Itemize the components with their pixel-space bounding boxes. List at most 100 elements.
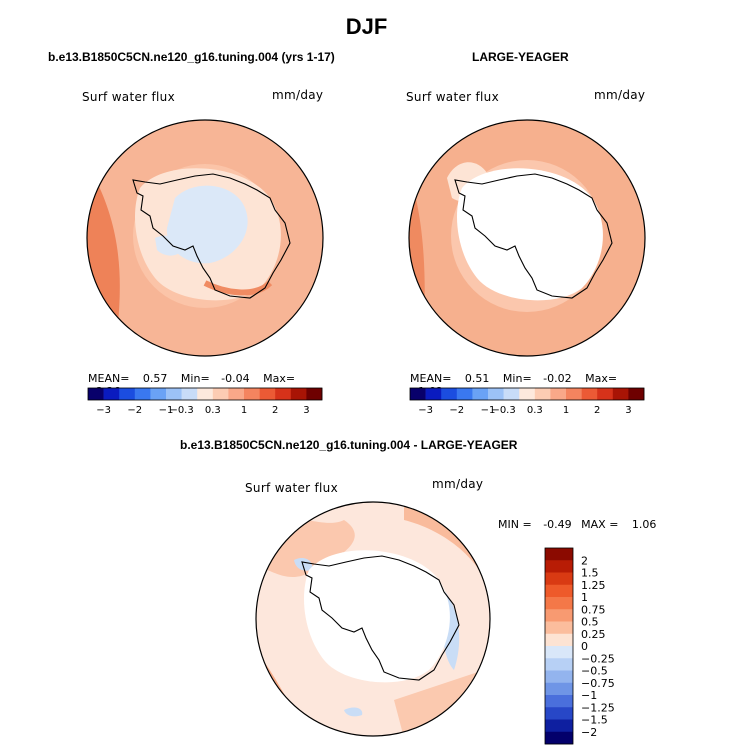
diff-variable-label: Surf water flux <box>245 481 338 495</box>
colorbar-swatch <box>166 388 182 400</box>
colorbar-swatch <box>150 388 167 400</box>
colorbar-tick-label: −2 <box>127 405 142 416</box>
colorbar-swatch <box>410 388 426 400</box>
colorbar-tick-label: −3 <box>96 405 111 416</box>
colorbar-swatch <box>472 388 489 400</box>
map-border <box>255 501 491 737</box>
colorbar-tick-label: 3 <box>303 405 309 416</box>
colorbar-swatch <box>545 670 573 684</box>
colorbar-swatch <box>545 633 573 647</box>
colorbar-tick-label: 1 <box>563 405 569 416</box>
diff-stats: MIN = -0.49 MAX = 1.06 <box>498 518 656 531</box>
colorbar-swatch <box>566 388 582 400</box>
antarctica-coastline <box>132 173 291 299</box>
map-border <box>408 119 646 357</box>
colorbar-swatch <box>545 560 573 573</box>
colorbar-tick-label: 0.25 <box>581 628 606 641</box>
colorbar-tick-label: −2 <box>449 405 464 416</box>
min-label: MIN = <box>498 518 532 531</box>
panel-1-colorbar: −3 −2 −1−0.3 0.3 1 2 3 <box>87 387 323 416</box>
colorbar-tick-label: −2 <box>581 726 597 739</box>
colorbar-tick-label: −0.3 <box>169 405 193 416</box>
panel-2-map <box>408 119 646 357</box>
colorbar-swatch <box>290 388 307 400</box>
mean-value: 0.57 <box>142 372 168 385</box>
colorbar-swatch <box>545 609 573 622</box>
colorbar-swatch <box>456 388 473 400</box>
panel-2-units-label: mm/day <box>594 88 646 102</box>
colorbar-swatch <box>306 388 323 400</box>
colorbar-swatch <box>545 584 573 598</box>
colorbar-swatch <box>88 388 104 400</box>
panel-1-map <box>86 119 324 357</box>
min-label: Min= <box>180 372 210 385</box>
land-mask <box>457 168 603 301</box>
colorbar-swatch <box>259 388 276 400</box>
max-label: Max= <box>263 372 296 385</box>
min-value: -0.04 <box>221 372 250 385</box>
map-border <box>86 119 324 357</box>
max-label: Max= <box>585 372 618 385</box>
max-label: MAX = <box>581 518 619 531</box>
panel-2-colorbar: −3 −2 −1−0.3 0.3 1 2 3 <box>409 387 645 416</box>
panel-1-units-label: mm/day <box>272 88 324 102</box>
colorbar-tick-label: −3 <box>418 405 433 416</box>
colorbar-swatch <box>545 597 573 610</box>
colorbar-tick-label: 1 <box>241 405 247 416</box>
colorbar-tick-label: 2 <box>594 405 600 416</box>
colorbar-swatch <box>545 548 573 561</box>
colorbar-tick-label: 1.5 <box>581 567 599 580</box>
colorbar-swatch <box>212 388 229 400</box>
colorbar-swatch <box>503 388 520 400</box>
colorbar-swatch <box>545 621 573 635</box>
negative-flux-patch <box>166 185 248 264</box>
antarctica-coastline <box>454 173 613 299</box>
colorbar-tick-label: −1.25 <box>581 701 615 714</box>
colorbar-swatch <box>197 388 214 400</box>
colorbar-tick-label: 2 <box>272 405 278 416</box>
panel-1-variable-label: Surf water flux <box>82 90 175 104</box>
min-value: -0.02 <box>543 372 572 385</box>
panel-2-case-title: LARGE-YEAGER <box>472 50 569 64</box>
colorbar-swatch <box>534 388 551 400</box>
colorbar-swatch <box>441 388 458 400</box>
colorbar-tick-label: 0.3 <box>205 405 221 416</box>
colorbar-swatch <box>545 658 573 671</box>
colorbar-swatch <box>545 695 573 708</box>
colorbar-swatch <box>612 388 629 400</box>
colorbar-swatch <box>550 388 567 400</box>
colorbar-swatch <box>275 388 292 400</box>
diff-map <box>255 501 491 737</box>
colorbar-swatch <box>545 707 573 720</box>
colorbar-tick-label: 2 <box>581 554 588 567</box>
antarctica-coastline <box>301 555 460 681</box>
panel-1-case-title: b.e13.B1850C5CN.ne120_g16.tuning.004 (yr… <box>48 50 335 64</box>
page-title: DJF <box>345 14 388 39</box>
diff-units-label: mm/day <box>432 477 484 491</box>
colorbar-swatch <box>545 719 573 733</box>
colorbar-tick-label: 1.25 <box>581 579 606 592</box>
colorbar-tick-label: 0 <box>581 640 588 653</box>
colorbar-tick-label: 1 <box>581 591 588 604</box>
max-value: 1.06 <box>631 518 657 531</box>
colorbar-tick-label: −0.3 <box>491 405 515 416</box>
colorbar-tick-label: −0.25 <box>581 652 615 665</box>
colorbar-tick-label: −0.5 <box>581 665 608 678</box>
diff-case-title: b.e13.B1850C5CN.ne120_g16.tuning.004 - L… <box>180 438 518 452</box>
mean-label: MEAN= <box>410 372 452 385</box>
colorbar-swatch <box>545 646 573 659</box>
colorbar-tick-label: −1.5 <box>581 714 608 727</box>
land-mask <box>304 550 450 683</box>
colorbar-swatch <box>119 388 136 400</box>
colorbar-tick-label: −0.75 <box>581 677 615 690</box>
colorbar-tick-label: −1 <box>481 405 496 416</box>
colorbar-tick-label: −1 <box>159 405 174 416</box>
mean-label: MEAN= <box>88 372 130 385</box>
colorbar-swatch <box>134 388 151 400</box>
colorbar-swatch <box>181 388 198 400</box>
min-value: -0.49 <box>543 518 572 531</box>
diff-colorbar: 21.51.2510.750.50.250−0.25−0.5−0.75−1−1.… <box>544 547 615 745</box>
colorbar-swatch <box>597 388 614 400</box>
colorbar-swatch <box>545 572 573 586</box>
colorbar-swatch <box>581 388 598 400</box>
